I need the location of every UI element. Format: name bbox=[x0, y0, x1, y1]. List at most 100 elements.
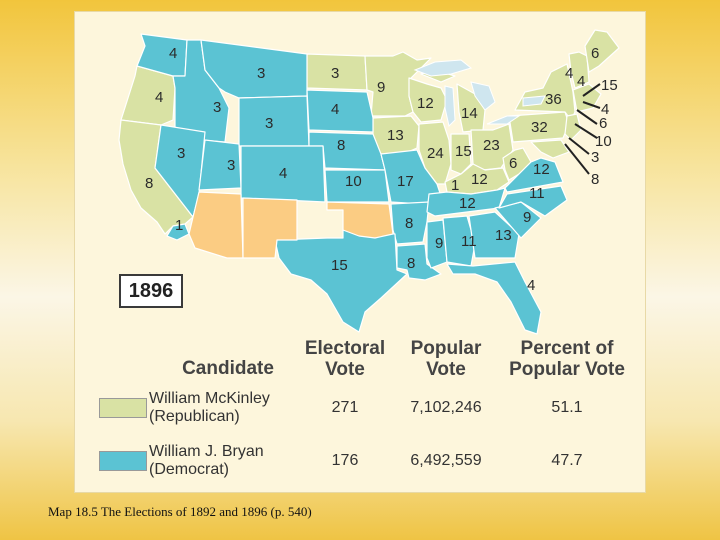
popular-vote-cell: 6,492,559 bbox=[410, 452, 482, 469]
ev-label: 15 bbox=[601, 77, 618, 94]
caption: Map 18.5 The Elections of 1892 and 1896 … bbox=[48, 504, 312, 519]
candidate-name: William McKinley (Republican) bbox=[149, 390, 270, 426]
ev-label: 36 bbox=[545, 91, 562, 108]
lake-erie bbox=[486, 115, 521, 125]
state-south-dakota bbox=[306, 89, 374, 133]
ev-label: 3 bbox=[227, 157, 235, 174]
ev-label: 10 bbox=[345, 173, 362, 190]
ev-label: 4 bbox=[601, 101, 609, 118]
great-lakes bbox=[413, 59, 546, 127]
ev-label: 32 bbox=[531, 119, 548, 136]
state-north-carolina bbox=[498, 185, 568, 217]
header-popular-line1: Popular bbox=[410, 338, 482, 359]
ev-label: 13 bbox=[495, 227, 512, 244]
territory-arizona bbox=[188, 191, 244, 259]
percent-vote-cell: 47.7 bbox=[551, 452, 583, 469]
candidate-name-line1: William J. Bryan bbox=[149, 443, 264, 460]
state-mississippi bbox=[426, 219, 448, 269]
map-panel: 4 4 8 1 3 3 3 3 3 4 3 4 8 10 15 9 13 17 … bbox=[75, 12, 645, 492]
ev-label: 9 bbox=[435, 235, 443, 252]
ev-label: 4 bbox=[169, 45, 177, 62]
header-percent-line1: Percent of bbox=[520, 338, 614, 359]
ev-label: 4 bbox=[565, 65, 573, 82]
state-maine bbox=[584, 29, 620, 73]
state-texas bbox=[274, 229, 408, 333]
ev-label: 14 bbox=[461, 105, 478, 122]
ev-label: 4 bbox=[279, 165, 287, 182]
lake-michigan bbox=[444, 85, 456, 127]
header-candidate: Candidate bbox=[173, 358, 283, 379]
state-wisconsin bbox=[408, 77, 448, 123]
popular-vote-cell: 7,102,246 bbox=[410, 399, 482, 416]
leader-lines bbox=[564, 83, 601, 175]
state-wyoming bbox=[238, 95, 310, 147]
ev-label: 12 bbox=[533, 161, 550, 178]
territory-oklahoma bbox=[326, 201, 394, 239]
ev-label: 8 bbox=[591, 171, 599, 188]
ev-label: 15 bbox=[331, 257, 348, 274]
ev-label: 6 bbox=[509, 155, 517, 172]
leader-line bbox=[568, 137, 590, 155]
header-percent-line2: Popular Vote bbox=[509, 359, 625, 380]
year-label: 1896 bbox=[119, 274, 183, 308]
ev-label: 4 bbox=[331, 101, 339, 118]
ev-label: 4 bbox=[155, 89, 163, 106]
ev-label: 8 bbox=[337, 137, 345, 154]
leader-line bbox=[582, 101, 601, 109]
state-colorado bbox=[240, 145, 326, 203]
leader-line bbox=[564, 143, 590, 175]
ev-label: 1 bbox=[175, 217, 183, 234]
state-new-jersey bbox=[564, 113, 582, 141]
ev-label: 3 bbox=[213, 99, 221, 116]
territories bbox=[188, 191, 394, 259]
ev-label: 6 bbox=[599, 115, 607, 132]
ev-label: 3 bbox=[265, 115, 273, 132]
header-electoral-line1: Electoral bbox=[304, 338, 386, 359]
ev-label: 12 bbox=[417, 95, 434, 112]
ev-label: 6 bbox=[591, 45, 599, 62]
header-candidate-text: Candidate bbox=[182, 358, 274, 379]
percent-vote-cell: 51.1 bbox=[551, 399, 583, 416]
ev-label: 3 bbox=[257, 65, 265, 82]
ev-label: 11 bbox=[461, 233, 477, 250]
state-georgia bbox=[468, 211, 520, 259]
leader-line bbox=[582, 83, 601, 97]
candidate-name: William J. Bryan (Democrat) bbox=[149, 443, 264, 479]
territory-new-mexico bbox=[242, 197, 298, 259]
state-indiana bbox=[450, 133, 472, 175]
ev-label: 3 bbox=[177, 145, 185, 162]
ev-label: 12 bbox=[459, 195, 476, 212]
swatch-democrat bbox=[99, 451, 147, 471]
header-popular-line2: Vote bbox=[426, 359, 466, 380]
ev-label: 15 bbox=[455, 143, 472, 160]
ev-label: 3 bbox=[331, 65, 339, 82]
democratic-states bbox=[136, 33, 568, 335]
state-florida bbox=[446, 261, 542, 335]
swatch-republican bbox=[99, 398, 147, 418]
state-california-south bbox=[166, 223, 190, 241]
ev-label: 1 bbox=[451, 177, 459, 194]
electoral-vote-cell: 271 bbox=[331, 399, 359, 416]
lake-superior bbox=[413, 59, 473, 77]
state-maryland-delaware bbox=[530, 139, 570, 159]
republican-states bbox=[118, 29, 620, 235]
state-montana bbox=[200, 39, 308, 99]
ev-label: 4 bbox=[527, 277, 535, 294]
state-alabama bbox=[442, 215, 476, 267]
state-vermont-nh bbox=[568, 51, 590, 89]
candidate-name-line1: William McKinley bbox=[149, 390, 270, 407]
ev-label: 4 bbox=[577, 73, 585, 90]
candidate-party: (Democrat) bbox=[149, 461, 230, 478]
ev-label: 23 bbox=[483, 137, 500, 154]
ev-label: 9 bbox=[377, 79, 385, 96]
lake-huron bbox=[470, 81, 496, 111]
us-election-map: 4 4 8 1 3 3 3 3 3 4 3 4 8 10 15 9 13 17 … bbox=[118, 29, 620, 335]
header-electoral-vote: Electoral Vote bbox=[297, 338, 393, 380]
state-kansas bbox=[324, 169, 390, 203]
ev-label: 17 bbox=[397, 173, 414, 190]
ev-label: 11 bbox=[529, 185, 545, 202]
electoral-labels: 4 4 8 1 3 3 3 3 3 4 3 4 8 10 15 9 13 17 … bbox=[145, 45, 618, 294]
leader-line bbox=[576, 109, 598, 125]
leader-line bbox=[574, 123, 598, 139]
ev-label: 12 bbox=[471, 171, 488, 188]
